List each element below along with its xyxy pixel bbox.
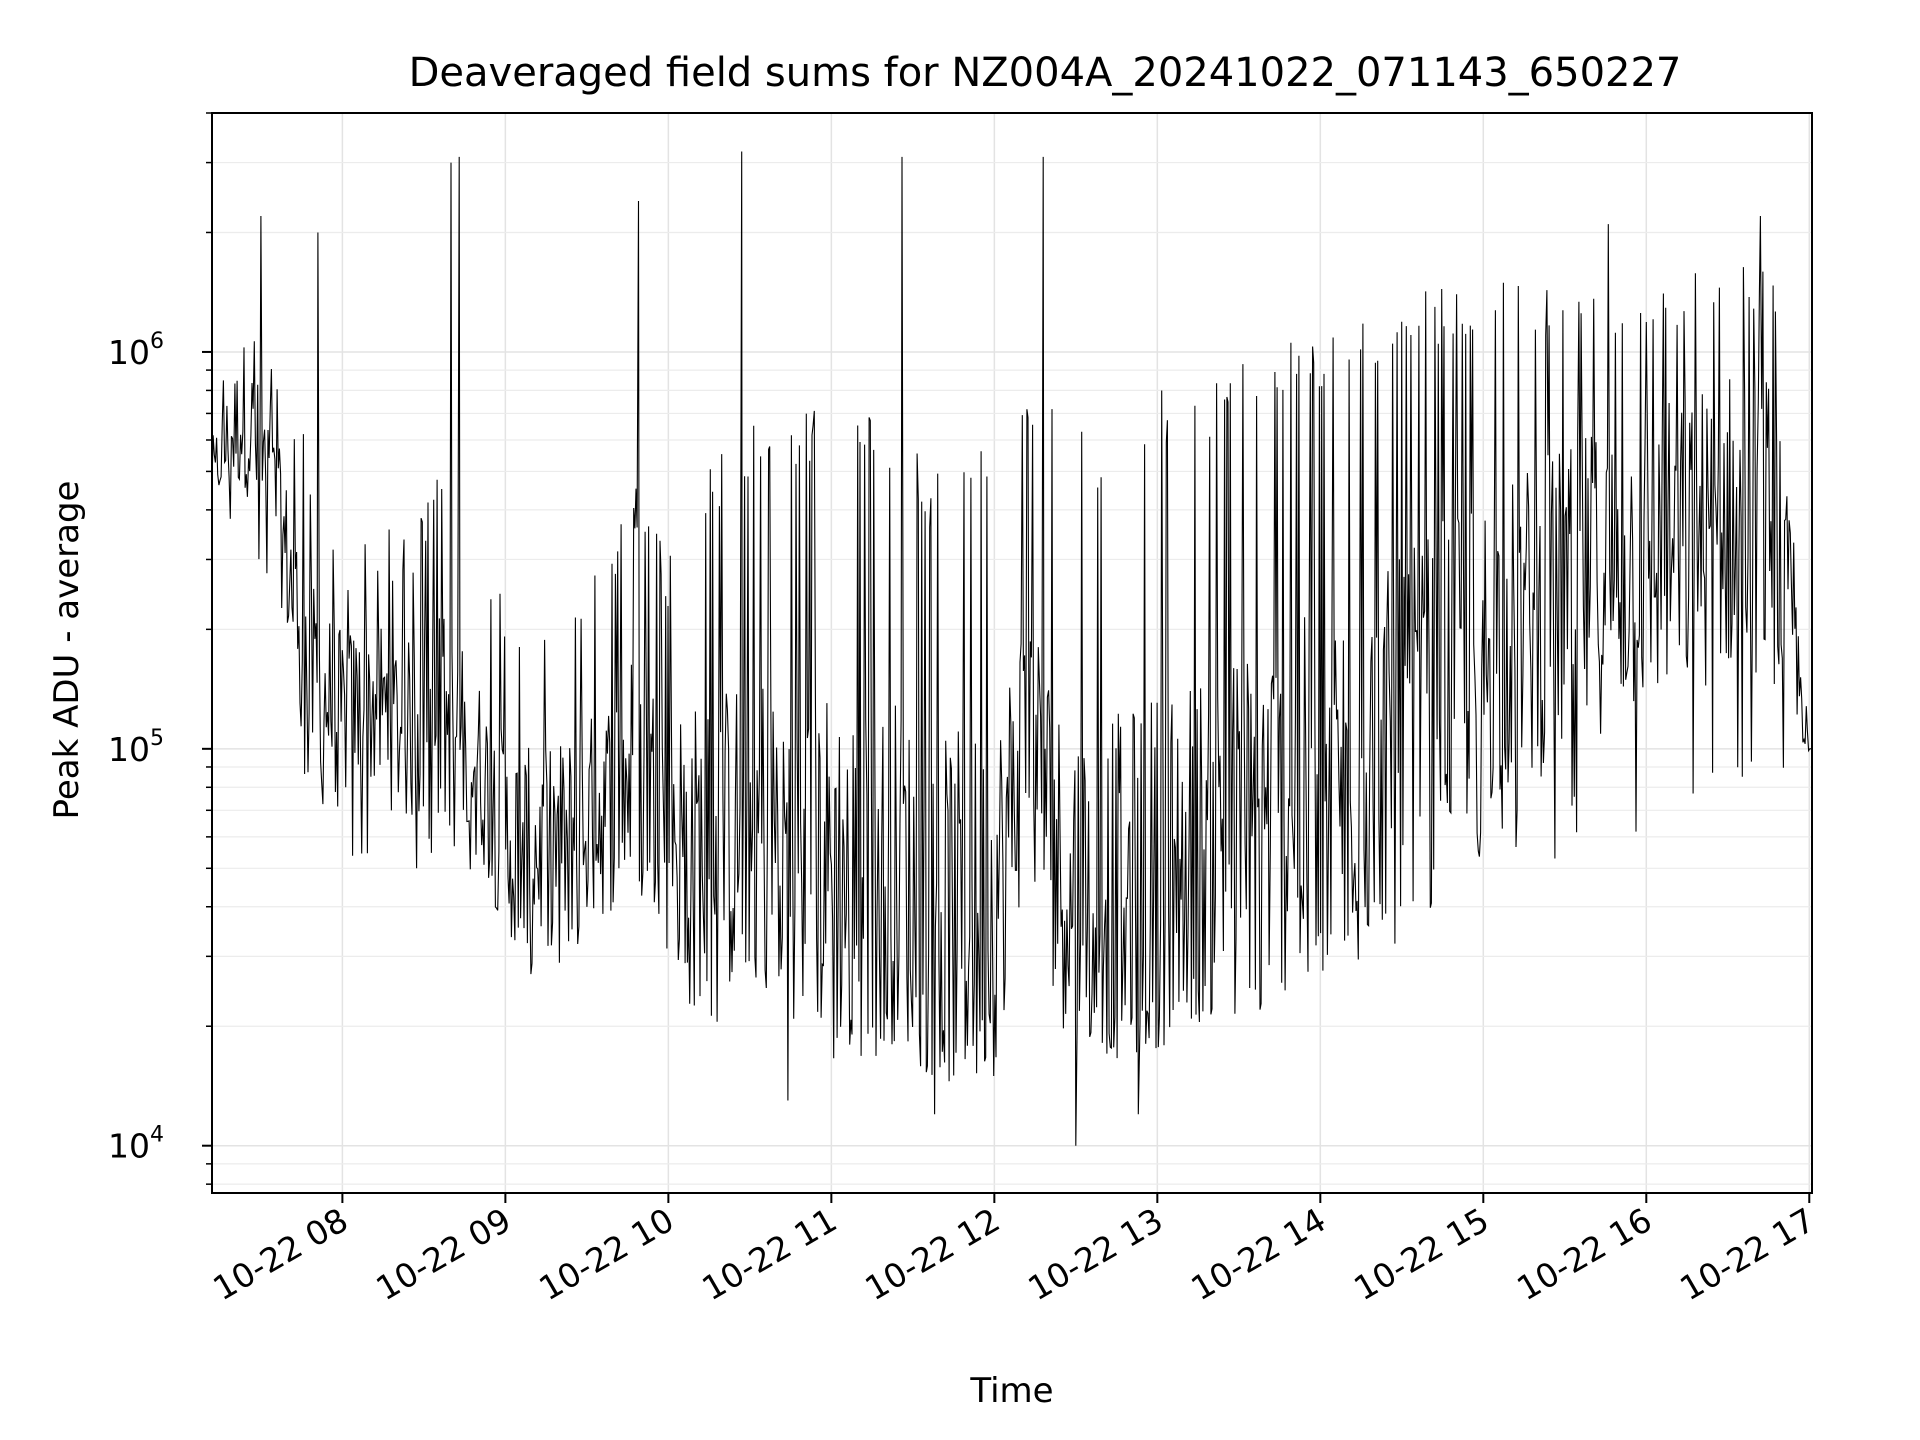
y-tick-label: 106 — [108, 329, 164, 372]
data-series — [211, 151, 1813, 1146]
y-axis-label: Peak ADU - average — [47, 481, 87, 820]
y-tick-label: 105 — [108, 726, 164, 769]
y-tick-label: 104 — [108, 1123, 164, 1166]
chart-title: Deaveraged field sums for NZ004A_2024102… — [409, 50, 1682, 96]
x-axis-label: Time — [969, 1371, 1053, 1411]
series-line — [211, 151, 1813, 1146]
plot-frame — [211, 112, 1813, 1194]
